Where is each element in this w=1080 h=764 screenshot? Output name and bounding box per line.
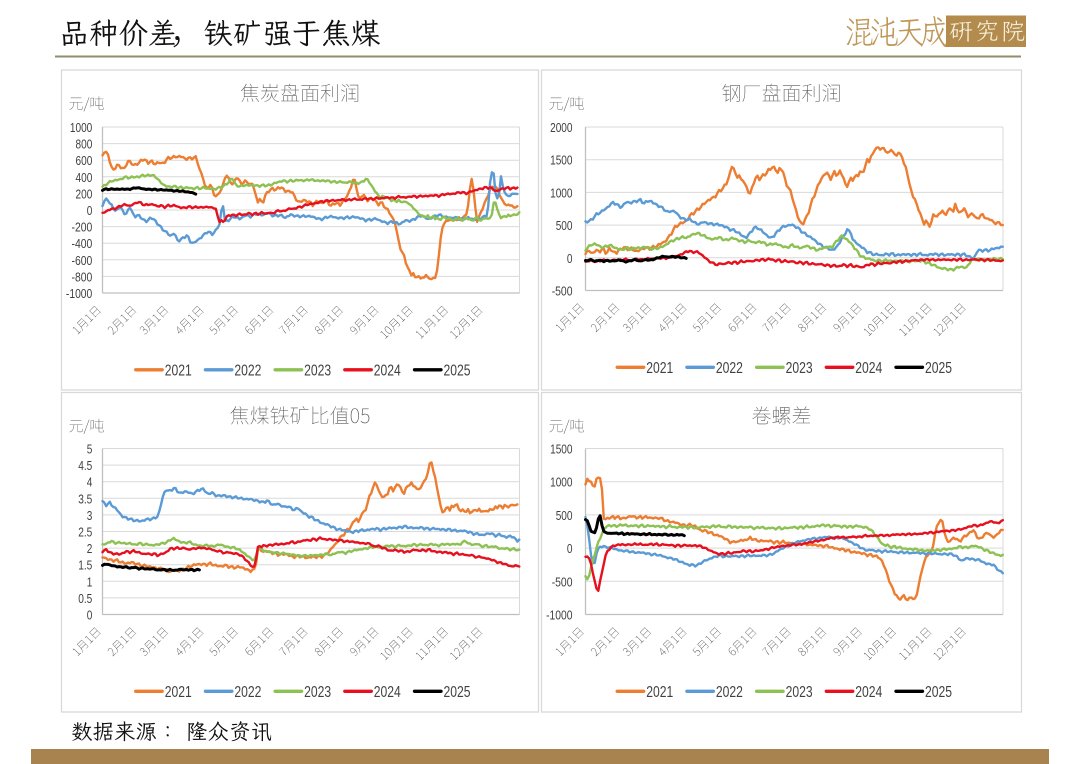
svg-text:600: 600 xyxy=(76,154,93,168)
svg-text:-1000: -1000 xyxy=(66,287,92,301)
svg-text:-500: -500 xyxy=(552,575,573,589)
svg-text:2022: 2022 xyxy=(234,684,261,701)
svg-text:0.5: 0.5 xyxy=(78,592,92,606)
svg-text:1.5: 1.5 xyxy=(78,559,92,573)
svg-text:-400: -400 xyxy=(72,237,93,251)
svg-text:0: 0 xyxy=(567,252,573,266)
svg-text:0: 0 xyxy=(87,204,93,218)
svg-text:2025: 2025 xyxy=(925,684,952,701)
svg-text:-600: -600 xyxy=(72,254,93,268)
svg-text:5: 5 xyxy=(87,443,93,457)
svg-text:-800: -800 xyxy=(72,270,93,284)
svg-text:2024: 2024 xyxy=(374,362,401,379)
svg-text:2021: 2021 xyxy=(646,360,673,377)
svg-text:1000: 1000 xyxy=(550,186,572,200)
svg-text:2021: 2021 xyxy=(646,684,673,701)
svg-text:200: 200 xyxy=(76,187,93,201)
svg-text:2023: 2023 xyxy=(786,684,813,701)
svg-text:3: 3 xyxy=(87,509,93,523)
svg-text:500: 500 xyxy=(556,509,573,523)
svg-text:-200: -200 xyxy=(72,221,93,235)
svg-text:2024: 2024 xyxy=(855,684,882,701)
svg-text:2021: 2021 xyxy=(165,362,192,379)
svg-text:2022: 2022 xyxy=(716,360,743,377)
svg-text:2.5: 2.5 xyxy=(78,526,92,540)
svg-text:2025: 2025 xyxy=(925,360,952,377)
svg-text:2022: 2022 xyxy=(234,362,261,379)
svg-text:3.5: 3.5 xyxy=(78,492,92,506)
svg-text:4: 4 xyxy=(87,476,93,490)
svg-text:2022: 2022 xyxy=(716,684,743,701)
svg-text:2024: 2024 xyxy=(855,360,882,377)
svg-text:-1000: -1000 xyxy=(546,609,572,623)
svg-text:2000: 2000 xyxy=(550,121,572,135)
svg-text:2023: 2023 xyxy=(786,360,813,377)
svg-text:1000: 1000 xyxy=(70,121,92,135)
svg-text:1: 1 xyxy=(87,575,93,589)
svg-text:1000: 1000 xyxy=(550,476,572,490)
svg-text:2024: 2024 xyxy=(374,684,401,701)
svg-text:2021: 2021 xyxy=(165,684,192,701)
svg-text:0: 0 xyxy=(87,609,93,623)
svg-text:2025: 2025 xyxy=(444,362,471,379)
svg-text:0: 0 xyxy=(567,542,573,556)
svg-text:400: 400 xyxy=(76,171,93,185)
svg-text:2023: 2023 xyxy=(304,362,331,379)
svg-text:2: 2 xyxy=(87,542,93,556)
svg-text:4.5: 4.5 xyxy=(78,459,92,473)
svg-text:2023: 2023 xyxy=(304,684,331,701)
svg-text:-500: -500 xyxy=(552,285,573,299)
svg-text:1500: 1500 xyxy=(550,443,572,457)
svg-text:2025: 2025 xyxy=(444,684,471,701)
svg-text:1500: 1500 xyxy=(550,154,572,168)
svg-text:800: 800 xyxy=(76,138,93,152)
svg-text:500: 500 xyxy=(556,219,573,233)
